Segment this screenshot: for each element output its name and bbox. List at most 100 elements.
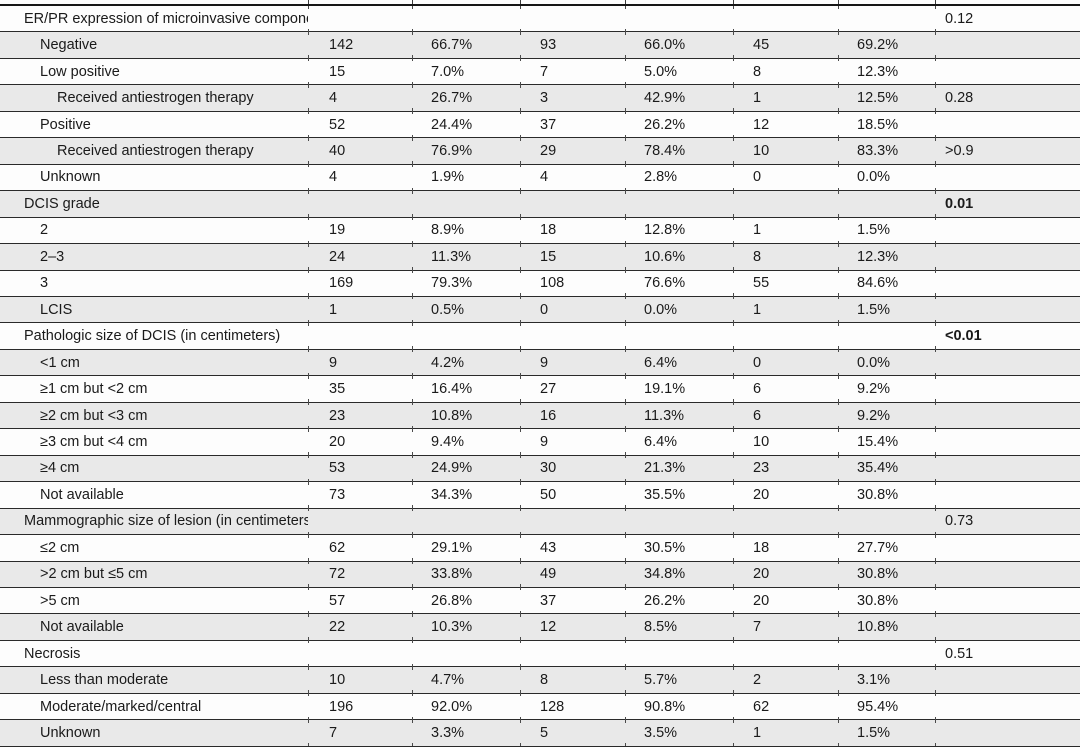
column-boundary-tick bbox=[935, 0, 937, 4]
count-cell: 0 bbox=[520, 296, 625, 324]
p-value-cell bbox=[935, 217, 1080, 245]
percent-cell: 7.0% bbox=[412, 58, 520, 86]
row-label: Pathologic size of DCIS (in centimeters) bbox=[24, 328, 281, 345]
p-value-cell: 0.01 bbox=[935, 190, 1080, 218]
count-cell: 52 bbox=[308, 111, 412, 139]
percent-cell: 21.3% bbox=[625, 455, 733, 483]
count-cell: 0 bbox=[733, 349, 838, 377]
count-cell: 53 bbox=[308, 455, 412, 483]
row-label: 2–3 bbox=[40, 248, 65, 265]
percent-cell: 90.8% bbox=[625, 693, 733, 721]
percent-cell: 11.3% bbox=[412, 243, 520, 271]
column-boundary-tick bbox=[625, 0, 627, 4]
count-cell: 37 bbox=[520, 111, 625, 139]
table-row: 2 19 8.9% 18 12.8% 1 1.5% bbox=[0, 217, 1080, 245]
section-header-row: Pathologic size of DCIS (in centimeters)… bbox=[0, 322, 1080, 350]
count-cell bbox=[733, 5, 838, 33]
column-boundary-tick bbox=[520, 0, 522, 4]
count-cell: 45 bbox=[733, 31, 838, 59]
table-row: Received antiestrogen therapy 4 26.7% 3 42.9… bbox=[0, 84, 1080, 112]
row-label: Negative bbox=[40, 37, 98, 54]
percent-cell: 9.2% bbox=[838, 375, 935, 403]
p-value-cell bbox=[935, 455, 1080, 483]
percent-cell: 1.5% bbox=[838, 719, 935, 747]
percent-cell: 10.8% bbox=[838, 613, 935, 641]
count-cell bbox=[308, 322, 412, 350]
count-cell: 7 bbox=[733, 613, 838, 641]
percent-cell: 0.5% bbox=[412, 296, 520, 324]
p-value-cell bbox=[935, 428, 1080, 456]
count-cell: 8 bbox=[733, 58, 838, 86]
count-cell bbox=[520, 190, 625, 218]
table-row: ≥4 cm 53 24.9% 30 21.3% 23 35.4% bbox=[0, 455, 1080, 483]
percent-cell bbox=[625, 322, 733, 350]
percent-cell bbox=[412, 5, 520, 33]
percent-cell: 30.8% bbox=[838, 481, 935, 509]
table-row: Received antiestrogen therapy 40 76.9% 29 78… bbox=[0, 137, 1080, 165]
table-row: ≤2 cm 62 29.1% 43 30.5% 18 27.7% bbox=[0, 534, 1080, 562]
row-label: ≥4 cm bbox=[40, 460, 80, 477]
count-cell: 37 bbox=[520, 587, 625, 615]
p-value-cell: <0.01 bbox=[935, 322, 1080, 350]
percent-cell: 9.4% bbox=[412, 428, 520, 456]
percent-cell: 1.5% bbox=[838, 296, 935, 324]
row-label: ≤2 cm bbox=[40, 539, 80, 556]
count-cell: 8 bbox=[733, 243, 838, 271]
percent-cell bbox=[625, 508, 733, 536]
row-label: Positive bbox=[40, 116, 91, 133]
count-cell: 108 bbox=[520, 270, 625, 297]
count-cell bbox=[308, 640, 412, 668]
count-cell: 30 bbox=[520, 455, 625, 483]
percent-cell: 10.6% bbox=[625, 243, 733, 271]
row-label: 2 bbox=[40, 222, 49, 239]
percent-cell: 10.8% bbox=[412, 402, 520, 430]
count-cell bbox=[733, 640, 838, 668]
p-value-cell: >0.9 bbox=[935, 137, 1080, 165]
row-label: ≥1 cm but <2 cm bbox=[40, 381, 148, 398]
table-row: ≥3 cm but <4 cm 20 9.4% 9 6.4% 10 15.4% bbox=[0, 428, 1080, 456]
count-cell: 40 bbox=[308, 137, 412, 165]
row-label: Received antiestrogen therapy bbox=[57, 142, 254, 159]
percent-cell: 42.9% bbox=[625, 84, 733, 112]
count-cell: 1 bbox=[733, 719, 838, 747]
cropped-previous-row-border bbox=[0, 0, 1080, 6]
row-label: Not available bbox=[40, 486, 124, 503]
percent-cell: 24.4% bbox=[412, 111, 520, 139]
p-value-cell: 0.51 bbox=[935, 640, 1080, 668]
p-value-cell: 0.12 bbox=[935, 5, 1080, 33]
row-label: ER/PR expression of microinvasive compon… bbox=[24, 10, 308, 27]
percent-cell bbox=[625, 190, 733, 218]
percent-cell: 11.3% bbox=[625, 402, 733, 430]
percent-cell: 26.2% bbox=[625, 587, 733, 615]
count-cell: 55 bbox=[733, 270, 838, 297]
count-cell bbox=[520, 322, 625, 350]
count-cell: 15 bbox=[308, 58, 412, 86]
percent-cell: 16.4% bbox=[412, 375, 520, 403]
count-cell: 12 bbox=[733, 111, 838, 139]
percent-cell: 29.1% bbox=[412, 534, 520, 562]
table-row: Unknown 4 1.9% 4 2.8% 0 0.0% bbox=[0, 164, 1080, 192]
percent-cell bbox=[625, 5, 733, 33]
count-cell: 128 bbox=[520, 693, 625, 721]
section-header-row: DCIS grade 0.01 bbox=[0, 190, 1080, 218]
count-cell: 27 bbox=[520, 375, 625, 403]
count-cell: 20 bbox=[733, 481, 838, 509]
count-cell: 22 bbox=[308, 613, 412, 641]
table-row: 3 169 79.3% 108 76.6% 55 84.6% bbox=[0, 270, 1080, 297]
p-value-cell bbox=[935, 164, 1080, 192]
row-label: Necrosis bbox=[24, 645, 81, 662]
row-label: DCIS grade bbox=[24, 195, 100, 212]
percent-cell: 66.7% bbox=[412, 31, 520, 59]
count-cell: 62 bbox=[733, 693, 838, 721]
count-cell: 7 bbox=[308, 719, 412, 747]
percent-cell: 3.3% bbox=[412, 719, 520, 747]
table-row: Negative 142 66.7% 93 66.0% 45 69.2% bbox=[0, 31, 1080, 59]
count-cell: 23 bbox=[733, 455, 838, 483]
p-value-cell: 0.73 bbox=[935, 508, 1080, 536]
percent-cell: 12.3% bbox=[838, 58, 935, 86]
count-cell: 9 bbox=[520, 349, 625, 377]
table-row: Unknown 7 3.3% 5 3.5% 1 1.5% bbox=[0, 719, 1080, 747]
count-cell: 23 bbox=[308, 402, 412, 430]
column-boundary-tick bbox=[838, 0, 840, 4]
percent-cell bbox=[838, 190, 935, 218]
